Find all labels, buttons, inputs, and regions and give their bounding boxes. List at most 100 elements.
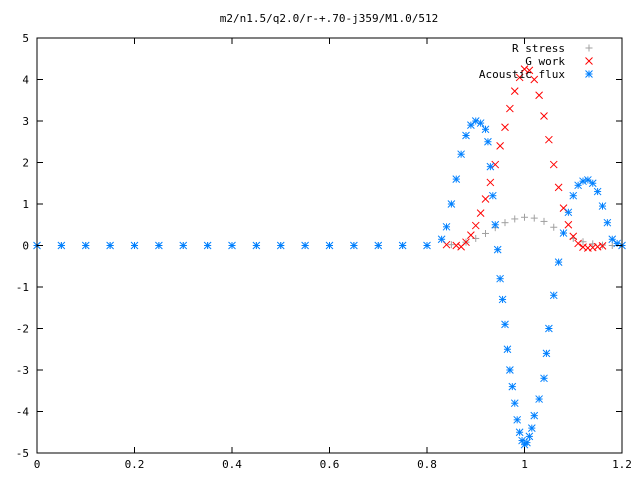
g-work-point <box>569 232 578 241</box>
acoustic-flux-point <box>481 125 490 134</box>
g-work-point <box>525 66 534 75</box>
acoustic-flux-point <box>350 241 358 250</box>
chart-title: m2/n1.5/q2.0/r-+.70-j359/M1.0/512 <box>220 12 439 25</box>
r-stress-point <box>472 234 480 242</box>
acoustic-flux-point <box>523 438 531 447</box>
legend-marker <box>585 44 593 52</box>
g-work-point <box>574 239 582 248</box>
acoustic-flux-point <box>228 241 236 250</box>
g-work-point <box>510 87 519 95</box>
g-work-point <box>462 238 470 247</box>
x-tick-label: 0.4 <box>222 458 242 471</box>
acoustic-flux-point <box>423 241 431 250</box>
acoustic-flux-point <box>598 202 607 210</box>
acoustic-flux-point <box>515 428 524 437</box>
acoustic-flux-point <box>486 162 495 171</box>
g-work-point <box>496 142 504 150</box>
plot-marks <box>33 65 626 449</box>
g-work-point <box>520 65 529 73</box>
g-work-point <box>481 195 490 203</box>
acoustic-flux-point <box>442 222 451 231</box>
acoustic-flux-point <box>457 150 465 159</box>
acoustic-flux-point <box>593 187 602 196</box>
y-tick-label: 5 <box>22 32 29 45</box>
acoustic-flux-point <box>106 241 114 250</box>
r-stress-point <box>530 214 538 222</box>
g-work-point <box>593 242 602 251</box>
acoustic-flux-point <box>437 235 446 244</box>
r-stress-point <box>501 219 509 227</box>
g-work-point <box>476 209 485 217</box>
g-work-point <box>540 112 548 120</box>
r-stress-point <box>511 215 519 223</box>
g-work-point <box>515 73 524 82</box>
x-tick-label: 0.2 <box>125 458 145 471</box>
r-stress-point <box>599 241 606 249</box>
r-stress-point <box>540 217 548 225</box>
acoustic-flux-point <box>603 218 612 227</box>
r-stress-point <box>550 223 558 231</box>
acoustic-flux-point <box>374 241 383 250</box>
y-tick-label: 3 <box>22 115 29 128</box>
acoustic-flux-point <box>179 241 188 250</box>
acoustic-flux-point <box>452 175 461 183</box>
acoustic-flux-point <box>530 411 539 420</box>
y-tick-label: 4 <box>22 74 29 87</box>
acoustic-flux-point <box>525 432 534 441</box>
g-work-point <box>535 91 543 100</box>
y-tick-label: -3 <box>16 364 29 377</box>
acoustic-flux-point <box>564 208 573 217</box>
acoustic-flux-point <box>476 119 485 127</box>
acoustic-flux-point <box>491 220 500 229</box>
g-work-point <box>559 204 568 213</box>
y-tick-label: -5 <box>16 447 29 460</box>
legend-marker <box>585 70 593 78</box>
g-work-point <box>452 241 461 250</box>
acoustic-flux-point <box>545 324 553 333</box>
g-work-point <box>564 220 573 229</box>
g-work-point <box>549 160 558 169</box>
acoustic-flux-point <box>554 258 563 266</box>
y-tick-label: -1 <box>16 281 29 294</box>
acoustic-flux-point <box>608 235 617 244</box>
acoustic-flux-point <box>584 176 592 184</box>
y-tick-label: -2 <box>16 323 29 336</box>
r-stress-point <box>521 213 528 221</box>
acoustic-flux-point <box>527 424 536 432</box>
acoustic-flux-point <box>498 295 507 304</box>
acoustic-flux-point <box>588 179 597 188</box>
acoustic-flux-point <box>579 177 587 186</box>
acoustic-flux-point <box>513 415 522 424</box>
g-work-point <box>598 242 607 250</box>
y-tick-label: 2 <box>22 157 29 170</box>
acoustic-flux-point <box>467 121 475 130</box>
series-g-work <box>442 65 607 252</box>
acoustic-flux-point <box>503 345 512 354</box>
acoustic-flux-point <box>155 241 163 250</box>
acoustic-flux-point <box>496 274 504 283</box>
acoustic-flux-point <box>447 200 456 208</box>
acoustic-flux-point <box>301 241 309 250</box>
r-stress-point <box>447 241 455 249</box>
acoustic-flux-point <box>462 131 470 140</box>
acoustic-flux-point <box>488 191 497 200</box>
acoustic-flux-point <box>549 291 558 300</box>
acoustic-flux-point <box>540 374 548 383</box>
acoustic-flux-point <box>542 349 551 358</box>
x-tick-label: 0.6 <box>320 458 340 471</box>
acoustic-flux-point <box>535 395 543 403</box>
acoustic-flux-point <box>252 241 261 250</box>
acoustic-flux-point <box>508 382 517 391</box>
r-stress-point <box>579 238 587 246</box>
legend-marker <box>585 57 593 65</box>
acoustic-flux-point <box>569 191 578 200</box>
y-tick-label: 1 <box>22 198 29 211</box>
x-tick-label: 1 <box>521 458 528 471</box>
acoustic-flux-point <box>325 241 334 250</box>
acoustic-flux-point <box>559 229 568 237</box>
y-tick-label: -4 <box>16 406 30 419</box>
y-tick-label: 0 <box>22 240 29 253</box>
acoustic-flux-point <box>484 137 492 146</box>
